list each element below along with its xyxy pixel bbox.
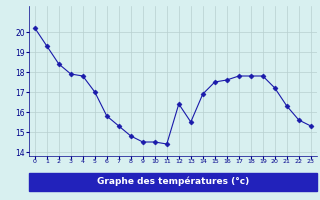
Bar: [29, 172, 317, 190]
Text: Graphe des températures (°c): Graphe des températures (°c): [97, 177, 249, 186]
Text: Graphe des températures (°c): Graphe des températures (°c): [97, 180, 249, 189]
